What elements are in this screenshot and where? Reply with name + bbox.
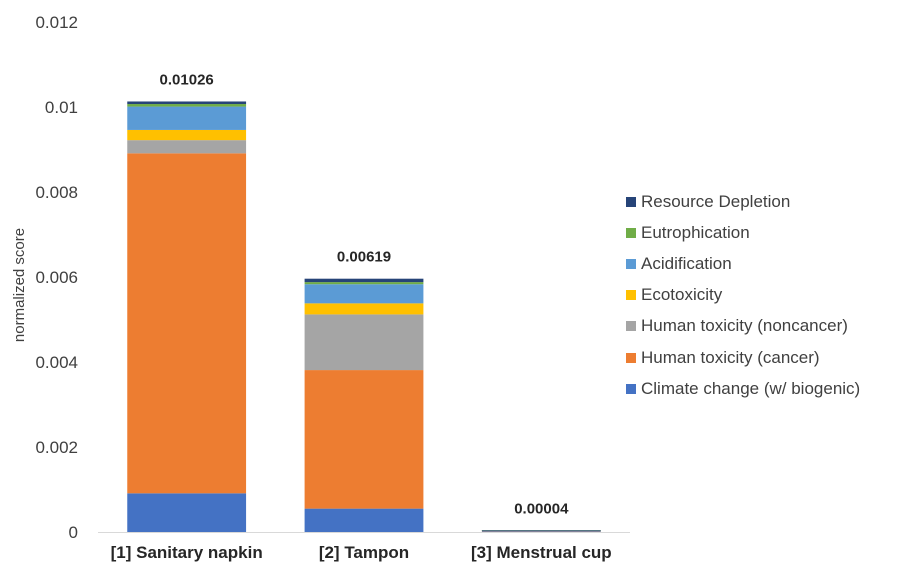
bar-segment: [304, 508, 424, 532]
x-category-label: [2] Tampon: [319, 543, 409, 562]
legend-swatch: [626, 383, 636, 394]
bar-segment: [127, 129, 247, 141]
legend-label: Climate change (w/ biogenic): [641, 378, 861, 398]
legend-swatch: [626, 196, 636, 207]
bar-segment: [304, 278, 424, 283]
bar-segment: [304, 282, 424, 285]
legend-item: Human toxicity (noncancer): [626, 311, 860, 342]
y-tick-label: 0.008: [35, 183, 78, 202]
y-tick-label: 0.006: [35, 268, 78, 287]
legend-item: Climate change (w/ biogenic): [626, 373, 860, 404]
bar-segment: [127, 140, 247, 154]
bar-segment: [127, 104, 247, 107]
bar-segment: [304, 284, 424, 304]
legend-label: Human toxicity (cancer): [641, 347, 820, 367]
legend-label: Human toxicity (noncancer): [641, 316, 848, 336]
legend-item: Acidification: [626, 248, 860, 279]
legend-item: Resource Depletion: [626, 186, 860, 217]
y-tick-label: 0.002: [35, 438, 78, 457]
legend-label: Ecotoxicity: [641, 285, 723, 305]
total-value-label: 0.00004: [514, 500, 569, 517]
bar-segment: [304, 314, 424, 371]
legend-swatch: [626, 258, 636, 269]
y-axis-ticks: 0 0.002 0.004 0.006 0.008 0.01 0.012: [35, 13, 78, 542]
legend-swatch: [626, 290, 636, 301]
bar-segment: [127, 101, 247, 105]
bar-segment: [481, 530, 601, 531]
legend: Resource Depletion Eutrophication Acidific…: [626, 186, 860, 404]
legend-item: Ecotoxicity: [626, 280, 860, 311]
legend-swatch: [626, 352, 636, 363]
bar-segment: [127, 106, 247, 130]
legend-swatch: [626, 321, 636, 332]
bar-segment: [127, 493, 247, 532]
x-category-label: [3] Menstrual cup: [471, 543, 612, 562]
legend-label: Acidification: [641, 253, 732, 273]
legend-swatch: [626, 227, 636, 238]
y-tick-label: 0.004: [35, 353, 78, 372]
total-labels: 0.01026 0.00619 0.00004: [160, 71, 570, 517]
category-labels: [1] Sanitary napkin [2] Tampon [3] Menstru…: [111, 543, 612, 562]
legend-item: Human toxicity (cancer): [626, 342, 860, 373]
y-tick-label: 0: [69, 523, 78, 542]
legend-label: Eutrophication: [641, 222, 750, 242]
bar-segment: [304, 370, 424, 509]
bar-segment: [481, 531, 601, 532]
y-tick-label: 0.012: [35, 13, 78, 32]
bar-segment: [304, 303, 424, 315]
bar-segment: [127, 153, 247, 494]
y-tick-label: 0.01: [45, 98, 78, 117]
x-category-label: [1] Sanitary napkin: [111, 543, 263, 562]
total-value-label: 0.00619: [337, 249, 391, 266]
y-axis-title: normalized score: [11, 228, 28, 342]
bars: [127, 101, 601, 532]
legend-item: Eutrophication: [626, 217, 860, 248]
legend-label: Resource Depletion: [641, 191, 791, 211]
total-value-label: 0.01026: [160, 71, 214, 88]
